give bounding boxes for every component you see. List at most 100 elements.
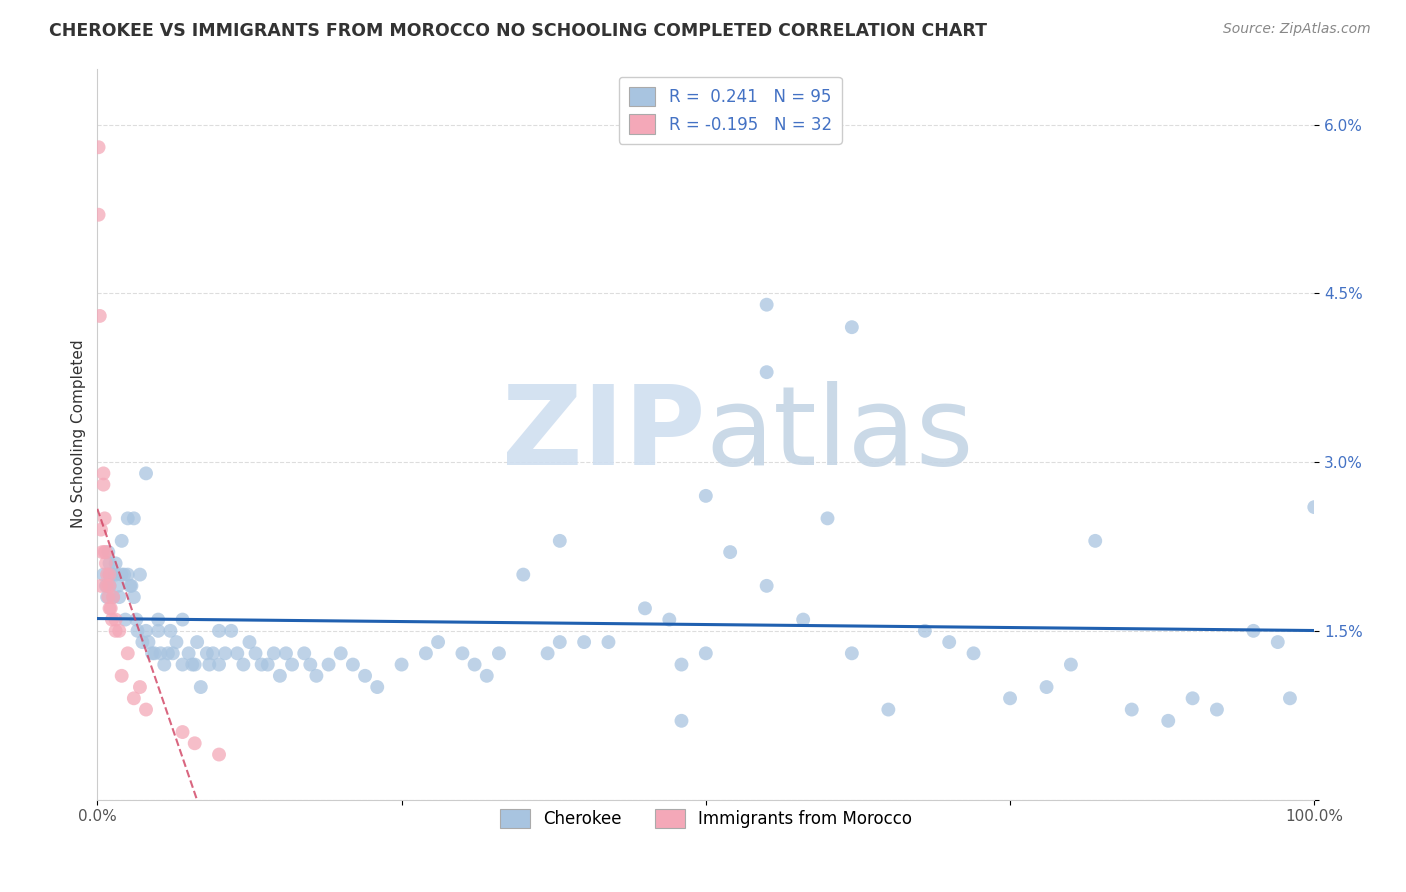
Point <box>94 545 117 559</box>
Point <box>96 567 118 582</box>
Point <box>114 613 136 627</box>
Point <box>87 208 110 222</box>
Point <box>219 624 242 638</box>
Point <box>89 309 111 323</box>
Point <box>208 624 231 638</box>
Point <box>263 646 285 660</box>
Point <box>172 613 194 627</box>
Point <box>274 646 297 660</box>
Point <box>718 545 741 559</box>
Point <box>366 680 388 694</box>
Point <box>156 646 179 660</box>
Point <box>135 467 157 481</box>
Point <box>305 669 328 683</box>
Point <box>1267 635 1289 649</box>
Point <box>131 635 153 649</box>
Point <box>256 657 278 672</box>
Point <box>427 635 450 649</box>
Point <box>162 646 184 660</box>
Text: Source: ZipAtlas.com: Source: ZipAtlas.com <box>1223 22 1371 37</box>
Point <box>299 657 322 672</box>
Point <box>101 567 124 582</box>
Point <box>127 624 149 638</box>
Point <box>232 657 254 672</box>
Point <box>111 669 134 683</box>
Point <box>671 714 693 728</box>
Point <box>354 669 377 683</box>
Point <box>464 657 486 672</box>
Point <box>165 635 187 649</box>
Point <box>107 579 129 593</box>
Y-axis label: No Schooling Completed: No Schooling Completed <box>72 340 86 528</box>
Point <box>98 579 121 593</box>
Point <box>214 646 236 660</box>
Point <box>877 702 900 716</box>
Point <box>451 646 474 660</box>
Point <box>938 635 960 649</box>
Point <box>183 736 205 750</box>
Point <box>548 635 571 649</box>
Point <box>190 680 212 694</box>
Point <box>1157 714 1180 728</box>
Point <box>198 657 221 672</box>
Point <box>120 579 142 593</box>
Point <box>245 646 267 660</box>
Point <box>141 646 163 660</box>
Point <box>695 646 717 660</box>
Point <box>201 646 224 660</box>
Point <box>101 590 124 604</box>
Point <box>90 579 112 593</box>
Point <box>97 590 120 604</box>
Point <box>120 579 142 593</box>
Point <box>1303 500 1326 515</box>
Point <box>172 725 194 739</box>
Point <box>101 590 124 604</box>
Point <box>962 646 984 660</box>
Point <box>143 646 166 660</box>
Point <box>98 567 121 582</box>
Point <box>101 613 124 627</box>
Point <box>536 646 558 660</box>
Point <box>98 557 121 571</box>
Point <box>475 669 498 683</box>
Point <box>111 567 134 582</box>
Point <box>998 691 1021 706</box>
Point <box>104 567 127 582</box>
Point <box>281 657 304 672</box>
Point <box>548 533 571 548</box>
Point <box>914 624 936 638</box>
Point <box>208 747 231 762</box>
Text: atlas: atlas <box>706 381 974 488</box>
Point <box>108 590 131 604</box>
Point <box>100 601 122 615</box>
Text: CHEROKEE VS IMMIGRANTS FROM MOROCCO NO SCHOOLING COMPLETED CORRELATION CHART: CHEROKEE VS IMMIGRANTS FROM MOROCCO NO S… <box>49 22 987 40</box>
Point <box>269 669 291 683</box>
Point <box>122 590 145 604</box>
Point <box>1121 702 1143 716</box>
Point <box>841 320 863 334</box>
Point <box>129 567 152 582</box>
Point <box>1278 691 1301 706</box>
Point <box>122 511 145 525</box>
Point <box>238 635 260 649</box>
Point <box>153 657 176 672</box>
Point <box>177 646 200 660</box>
Point <box>183 657 205 672</box>
Point <box>94 557 117 571</box>
Point <box>93 477 115 491</box>
Point <box>104 624 127 638</box>
Point <box>342 657 364 672</box>
Text: ZIP: ZIP <box>502 381 706 488</box>
Point <box>329 646 352 660</box>
Point <box>108 624 131 638</box>
Point <box>695 489 717 503</box>
Point <box>135 702 157 716</box>
Point <box>98 567 121 582</box>
Point <box>226 646 249 660</box>
Point <box>148 613 170 627</box>
Point <box>104 557 127 571</box>
Point <box>172 657 194 672</box>
Point <box>208 657 231 672</box>
Point <box>391 657 413 672</box>
Point <box>90 523 112 537</box>
